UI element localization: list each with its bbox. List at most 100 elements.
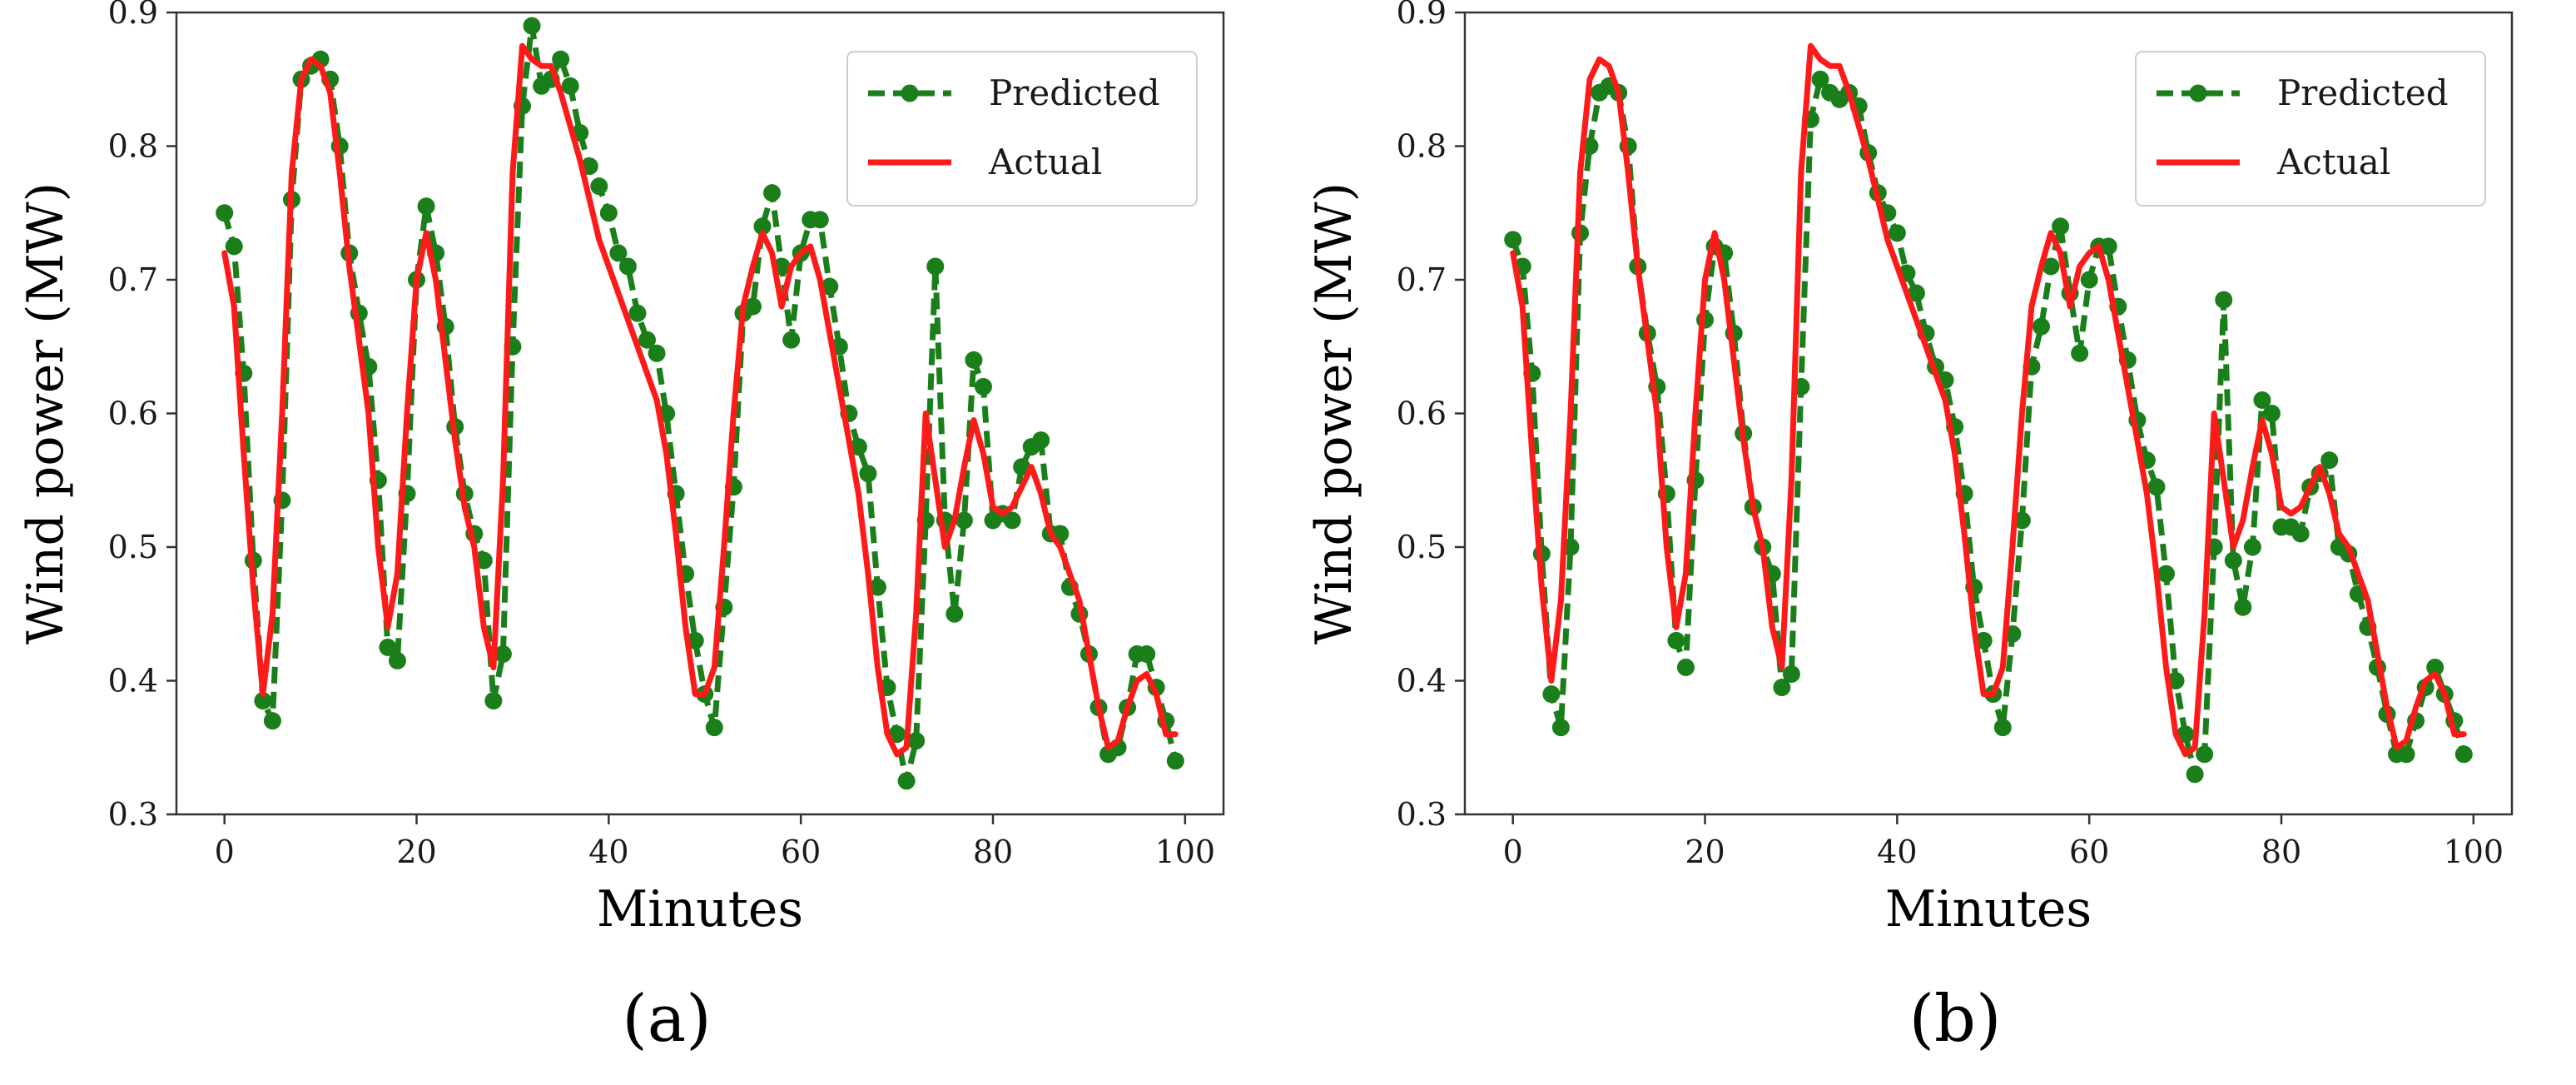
chart-a-legend-predicted-label: Predicted (989, 72, 1160, 113)
chart-b-xtick-label: 80 (2261, 834, 2301, 870)
chart-a-predicted-point (1166, 752, 1184, 770)
chart-b-predicted-point (2215, 291, 2233, 309)
chart-b-predicted-point (2186, 765, 2204, 784)
chart-a-predicted-point (1003, 511, 1021, 530)
chart-b-legend-predicted-label: Predicted (2277, 72, 2449, 113)
chart-b-predicted-point (2426, 658, 2444, 676)
chart-a-ytick-label: 0.8 (108, 128, 158, 165)
chart-b-xtick-label: 60 (2069, 834, 2109, 870)
chart-a-predicted-point (216, 204, 234, 222)
chart-a-legend-actual-label: Actual (988, 142, 1102, 182)
chart-b-predicted-point (2243, 538, 2261, 556)
chart-a-predicted-point (648, 344, 666, 362)
chart-b-predicted-point (2042, 257, 2060, 276)
chart-b-predicted-point (2224, 551, 2242, 570)
chart-a-predicted-point (782, 331, 801, 349)
chart-b-x-axis-label: Minutes (1885, 880, 2092, 938)
chart-b-predicted-point (1811, 70, 1829, 88)
chart-a-ytick-label: 0.4 (108, 663, 158, 699)
chart-b-predicted-point (1782, 664, 1800, 683)
chart-a-predicted-point (946, 605, 964, 623)
chart-a-xtick-label: 100 (1155, 834, 1216, 870)
chart-a-xtick-label: 80 (973, 834, 1013, 870)
chart-b-predicted-point (2013, 511, 2031, 530)
chart-b-predicted-point (1551, 719, 1570, 737)
chart-a-legend-box (846, 51, 1198, 207)
chart-b-predicted-point (2262, 405, 2281, 422)
chart-a-predicted-point (523, 17, 541, 35)
chart-b-legend-box (2135, 51, 2486, 207)
chart-a-ytick-label: 0.5 (108, 529, 158, 565)
chart-a-predicted-point (263, 712, 281, 730)
chart-b-predicted-point (2080, 271, 2098, 289)
chart-a-predicted-point (974, 377, 992, 396)
chart-a-predicted-point (859, 465, 877, 483)
chart-b-ytick-label: 0.9 (1397, 0, 1447, 31)
chart-b-predicted-point (2052, 217, 2070, 236)
chart-b-ytick-label: 0.5 (1397, 529, 1447, 565)
chart-a-caption: (a) (622, 982, 711, 1057)
chart-a-predicted-point (590, 177, 608, 196)
chart-b-caption: (b) (1909, 982, 2002, 1057)
chart-a-predicted-point (753, 217, 772, 236)
chart-a-predicted-point (379, 638, 397, 656)
chart-b-predicted-point (1907, 284, 1925, 302)
chart-b-y-axis-label: Wind power (MW) (1305, 182, 1363, 645)
chart-a-predicted-point (552, 50, 570, 68)
chart-a-predicted-point (484, 692, 503, 710)
chart-b-predicted-point (2099, 237, 2117, 256)
chart-b-predicted-point (2032, 317, 2050, 336)
chart-a-predicted-point (474, 551, 493, 570)
chart-a-predicted-point (561, 77, 579, 95)
chart-a-predicted-point (705, 719, 723, 737)
chart-a-predicted-point (388, 651, 406, 669)
chart-a-series-actual-line (221, 42, 1179, 758)
chart-a-predicted-point (907, 732, 926, 750)
chart-b-predicted-point (2071, 344, 2089, 362)
chart-b-predicted-point (2147, 478, 2166, 496)
chart-b-legend-actual-label: Actual (2276, 142, 2390, 182)
chart-b-ytick-label: 0.4 (1397, 663, 1447, 699)
chart-a-predicted-point (821, 277, 839, 296)
chart-b-predicted-point (2157, 565, 2176, 583)
chart-a-xtick-label: 0 (215, 834, 235, 870)
chart-a-x-axis-label: Minutes (597, 880, 803, 938)
chart-a-xtick-label: 40 (588, 834, 628, 870)
chart-b-ytick-label: 0.7 (1397, 261, 1447, 298)
chart-b-predicted-point (2196, 745, 2214, 764)
chart-b-predicted-point (1504, 231, 1522, 249)
chart-a-predicted-point (609, 244, 628, 262)
chart-a-ytick-label: 0.6 (108, 396, 158, 432)
chart-b-series-actual-line (1510, 42, 2467, 758)
chart-a-predicted-point (763, 184, 782, 202)
chart-a-predicted-point (599, 204, 618, 222)
chart-b-xtick-label: 0 (1503, 834, 1523, 870)
chart-a-ytick-label: 0.3 (108, 796, 158, 833)
chart-b-predicted-point (1676, 658, 1695, 676)
chart-a-predicted-point (897, 772, 916, 790)
chart-b-predicted-point (2320, 451, 2339, 470)
chart-a-predicted-point (628, 304, 647, 322)
chart-b-xtick-label: 40 (1877, 834, 1917, 870)
chart-panel-a: 0 20 40 60 80 100 0.3 0.4 0.5 0.6 0.7 0.8 0.9 Minutes… (17, 0, 1225, 1057)
chart-a-predicted-point (225, 237, 243, 256)
chart-b-xtick-label: 100 (2444, 834, 2504, 870)
chart-a-predicted-point (849, 438, 867, 456)
chart-a-predicted-point (869, 578, 887, 596)
chart-b-svg: 0 20 40 60 80 100 0.3 0.4 0.5 0.6 0.7 0.8 0.9 Minutes… (1305, 0, 2514, 1057)
chart-b-predicted-point (2234, 598, 2252, 616)
chart-a-predicted-point (618, 257, 637, 276)
chart-a-predicted-point (417, 197, 435, 216)
chart-a-predicted-point (926, 257, 945, 276)
chart-b-ytick-label: 0.8 (1397, 128, 1447, 165)
chart-a-y-axis-label: Wind power (MW) (17, 182, 75, 645)
chart-b-predicted-point (2454, 745, 2473, 764)
chart-a-predicted-point (743, 297, 762, 316)
chart-b-predicted-point (1667, 631, 1685, 650)
chart-b-ytick-label: 0.6 (1397, 396, 1447, 432)
chart-a-predicted-point (1032, 431, 1050, 450)
chart-b-predicted-point (1888, 224, 1906, 242)
chart-a-predicted-point (1138, 645, 1156, 663)
chart-b-predicted-point (2291, 525, 2310, 543)
chart-a-ytick-label: 0.9 (108, 0, 158, 31)
